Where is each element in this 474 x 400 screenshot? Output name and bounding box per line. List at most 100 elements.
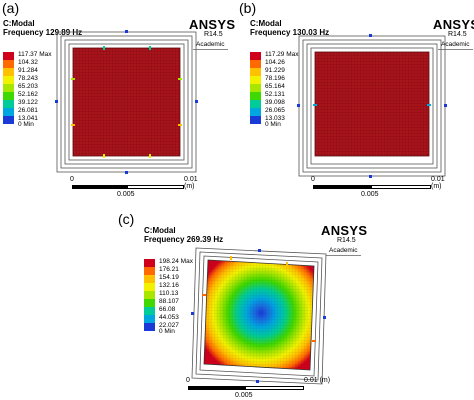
frequency-label: Frequency 269.39 Hz bbox=[144, 235, 224, 244]
panel-label: (a) bbox=[2, 0, 20, 16]
frame-outline bbox=[302, 39, 442, 173]
scale-end: 0.01 (m) bbox=[184, 176, 198, 190]
frequency-label: Frequency 129.89 Hz bbox=[3, 28, 83, 37]
scale-bar: 0 0.01 (m) 0.005 bbox=[311, 176, 445, 204]
legend-value: 104.26 bbox=[265, 59, 285, 66]
legend-value: 91.284 bbox=[18, 67, 38, 74]
legend-swatch bbox=[250, 108, 261, 116]
legend-swatch bbox=[144, 315, 155, 323]
legend-value: 22.027 bbox=[159, 322, 179, 329]
legend-value: 91.229 bbox=[265, 67, 285, 74]
scale-end: 0.01 (m) bbox=[431, 176, 445, 190]
scale-end: 0.01 (m) bbox=[304, 377, 331, 384]
node-marker bbox=[195, 100, 198, 103]
legend-value: 0 Min bbox=[18, 121, 34, 128]
scale-bar: 0 0.01 (m) 0.005 bbox=[186, 377, 334, 400]
node-marker bbox=[427, 104, 431, 106]
legend-swatch bbox=[250, 52, 261, 60]
frame-outline bbox=[306, 43, 438, 169]
legend-value: 78.243 bbox=[18, 75, 38, 82]
mode-shape-plot bbox=[55, 30, 198, 174]
legend-swatch bbox=[250, 100, 261, 108]
node-marker bbox=[71, 124, 75, 126]
legend-swatch bbox=[3, 84, 14, 92]
legend-value: 110.13 bbox=[159, 290, 179, 297]
panel-a: (a) C:Modal Frequency 129.89 Hz ANSYS R1… bbox=[0, 0, 237, 205]
academic-label: Academic bbox=[438, 41, 473, 50]
legend-value: 52.162 bbox=[18, 91, 38, 98]
scale-bar-graphic bbox=[72, 185, 184, 189]
frame-outline bbox=[68, 43, 185, 161]
node-marker bbox=[55, 100, 58, 103]
node-marker bbox=[125, 171, 128, 174]
legend-swatch bbox=[144, 299, 155, 307]
scale-mid: 0.005 bbox=[361, 191, 379, 198]
legend-swatch bbox=[3, 52, 14, 60]
mode-shape-plot bbox=[191, 247, 327, 385]
node-marker bbox=[149, 46, 151, 50]
scale-start: 0 bbox=[186, 377, 190, 384]
legend-swatch bbox=[3, 108, 14, 116]
analysis-name: C:Modal bbox=[144, 226, 176, 235]
academic-label: Academic bbox=[326, 247, 361, 256]
scale-mid: 0.005 bbox=[117, 191, 135, 198]
legend-swatch bbox=[144, 259, 155, 267]
legend-swatch bbox=[250, 84, 261, 92]
frame-outline bbox=[310, 47, 434, 165]
legend-swatch bbox=[144, 275, 155, 283]
legend-swatch bbox=[3, 92, 14, 100]
plate-mesh bbox=[72, 47, 181, 157]
legend-value: 198.24 Max bbox=[159, 258, 193, 265]
node-marker bbox=[230, 256, 232, 260]
legend-swatch bbox=[144, 291, 155, 299]
legend-value: 65.164 bbox=[265, 83, 285, 90]
node-marker bbox=[312, 340, 316, 342]
node-marker bbox=[149, 154, 151, 158]
legend-swatch bbox=[3, 68, 14, 76]
legend-value: 52.131 bbox=[265, 91, 285, 98]
node-marker bbox=[258, 249, 261, 252]
legend-value: 13.041 bbox=[18, 115, 38, 122]
legend-value: 26.081 bbox=[18, 107, 38, 114]
scale-bar: 0 0.01 (m) 0.005 bbox=[70, 176, 198, 204]
scale-start: 0 bbox=[70, 176, 74, 183]
frame-outline bbox=[64, 39, 189, 165]
legend-value: 88.107 bbox=[159, 298, 179, 305]
legend-value: 117.29 Max bbox=[265, 51, 299, 58]
legend-value: 78.196 bbox=[265, 75, 285, 82]
panel-b: (b) C:Modal Frequency 130.03 Hz ANSYS R1… bbox=[237, 0, 474, 205]
node-marker bbox=[178, 78, 182, 80]
legend-swatch bbox=[250, 60, 261, 68]
legend-value: 66.08 bbox=[159, 306, 176, 313]
analysis-name: C:Modal bbox=[3, 19, 35, 28]
node-marker bbox=[125, 30, 128, 33]
legend-value: 0 Min bbox=[265, 121, 281, 128]
legend-value: 104.32 bbox=[18, 59, 38, 66]
legend-swatch bbox=[3, 60, 14, 68]
plate-mesh-grid bbox=[204, 260, 314, 370]
version-label: R14.5 bbox=[204, 31, 223, 38]
legend-swatch bbox=[250, 92, 261, 100]
legend-value: 26.065 bbox=[265, 107, 285, 114]
mode-shape-plot bbox=[297, 34, 447, 178]
frame-outline bbox=[60, 35, 193, 169]
panel-c: (c) C:Modal Frequency 269.39 Hz ANSYS R1… bbox=[110, 208, 370, 400]
node-marker bbox=[297, 104, 300, 107]
legend-value: 154.19 bbox=[159, 274, 179, 281]
ansys-logo: ANSYS bbox=[433, 17, 474, 32]
ansys-logo: ANSYS bbox=[321, 223, 368, 238]
scale-bar-graphic bbox=[188, 386, 304, 390]
academic-label: Academic bbox=[193, 41, 228, 50]
ansys-logo: ANSYS bbox=[189, 17, 236, 32]
node-marker bbox=[103, 46, 105, 50]
legend-value: 39.098 bbox=[265, 99, 285, 106]
legend-value: 176.21 bbox=[159, 266, 179, 273]
legend-value: 132.16 bbox=[159, 282, 179, 289]
node-marker bbox=[191, 312, 194, 315]
legend-value: 44.053 bbox=[159, 314, 179, 321]
node-marker bbox=[369, 175, 372, 178]
node-marker bbox=[256, 380, 259, 383]
legend-swatch bbox=[250, 76, 261, 84]
frame-outline bbox=[191, 247, 327, 385]
scale-mid: 0.005 bbox=[235, 392, 253, 399]
